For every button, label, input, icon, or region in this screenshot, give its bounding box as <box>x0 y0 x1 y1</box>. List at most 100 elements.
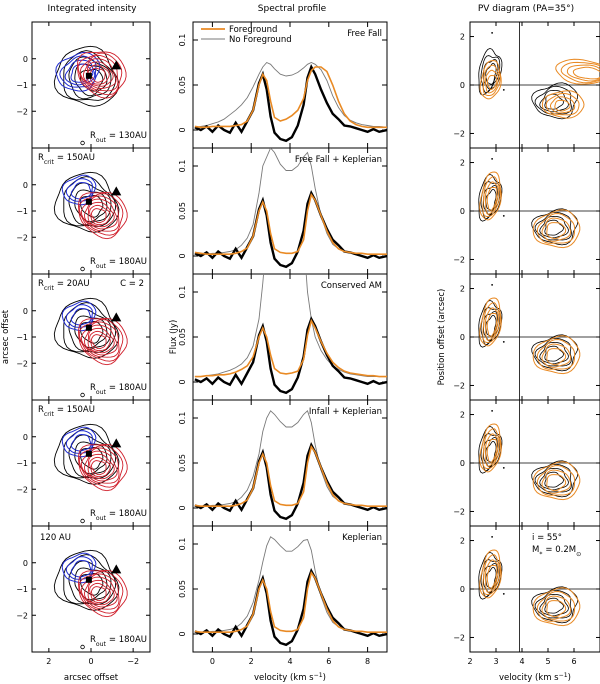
col-title-intensity: Integrated intensity <box>47 4 137 14</box>
pv-observed-contour <box>534 589 572 619</box>
stellar-mass-label: M* = 0.2M⊙ <box>532 545 581 558</box>
ytick-label: −2 <box>16 611 28 620</box>
ytick-label: 0 <box>178 505 187 510</box>
beam-marker <box>80 518 85 524</box>
stellar-mass-label-part: ⊙ <box>576 551 581 558</box>
ytick-label: 0.1 <box>178 538 187 551</box>
rout-label-part: R <box>90 509 96 519</box>
ytick-label: 0.05 <box>178 202 187 220</box>
ytick-label: 0.1 <box>178 286 187 299</box>
ytick-label: 2 <box>460 159 465 168</box>
ytick-label: −1 <box>16 333 28 342</box>
intensity-map: 0 −1 −2 Rout = 130AU <box>16 22 150 148</box>
observed-contour <box>63 50 117 101</box>
pv-model-contour <box>536 590 576 622</box>
rout-label-part: R <box>90 383 96 393</box>
beam-marker <box>80 266 85 272</box>
pv-model-contour <box>486 312 498 338</box>
ytick-label: 0 <box>23 307 28 316</box>
spectrum-xlabel-part: −1 <box>314 672 323 679</box>
pv-model-contour <box>532 209 581 249</box>
pv-contours <box>478 171 581 249</box>
pv-xlabel-part: velocity (km s <box>499 673 559 683</box>
ytick-label: 0.1 <box>178 160 187 173</box>
pv-observed-contour <box>539 89 569 113</box>
pv-model-contour <box>546 600 567 618</box>
pv-diagram: 2 0 −2 <box>453 22 600 148</box>
red-lobe-contour <box>84 576 118 608</box>
ytick-label: 0.05 <box>178 454 187 472</box>
ytick-label: 0 <box>23 559 28 568</box>
bottom-axis-labels: 2 0 −2 0 2 4 6 8 2 3 4 5 6 arcsec offset velocity (km … <box>1 289 577 683</box>
observed-spectrum-line <box>194 190 387 269</box>
ytick-label: 0.05 <box>178 76 187 94</box>
pv-model-contour <box>479 59 502 100</box>
observed-contour <box>53 423 120 485</box>
pv-model-contour <box>546 222 567 240</box>
pv-diagram: 2 0 −2 <box>453 274 600 400</box>
pv-model-contour <box>550 96 576 114</box>
pv-ylabel: Position offset (arcsec) <box>437 289 447 386</box>
ytick-label: 0 <box>460 459 465 468</box>
rcrit-label-part: R <box>38 405 44 415</box>
spectrum-lines <box>194 61 387 143</box>
pv-observed-contour <box>544 597 564 614</box>
pv-contours <box>478 297 581 375</box>
pv-model-contour <box>484 181 500 215</box>
observed-contour <box>53 171 120 233</box>
row-4: 0 −1 −2 Rout = 180AU 120 AU 0 0.05 0.1 Keplerian 2… <box>16 525 600 652</box>
ytick-label: −2 <box>16 233 28 242</box>
spectrum-xtick-label: 4 <box>287 657 292 666</box>
red-lobe-contour <box>78 193 124 236</box>
rcrit-label-part: = 20AU <box>57 279 90 289</box>
intensity-xtick-label: 2 <box>46 657 51 666</box>
ytick-label: −1 <box>16 585 28 594</box>
red-lobe-contour <box>78 319 124 362</box>
rcrit-label: Rcrit = 150AU <box>38 405 95 418</box>
pv-contours <box>478 47 600 120</box>
intensity-xtick-label: 0 <box>88 657 93 666</box>
ytick-label: 0.05 <box>178 580 187 598</box>
rout-label-part: out <box>96 641 107 648</box>
pv-observed-contour <box>544 219 564 236</box>
ytick-label: 2 <box>460 411 465 420</box>
pv-beam-marker <box>502 88 505 91</box>
spectrum: 0 0.05 0.1 Conserved AM <box>178 274 387 400</box>
foreground-line <box>194 570 387 633</box>
observed-contour <box>53 45 120 107</box>
spectrum: 0 0.05 0.1 Free Fall + Keplerian <box>178 148 387 274</box>
pv-observed-contour <box>534 85 572 115</box>
pv-model-contour <box>572 66 600 80</box>
red-lobe-contour <box>84 324 118 356</box>
pv-model-contour <box>482 428 501 469</box>
rout-label: Rout = 130AU <box>90 131 147 144</box>
outflow-triangle-marker <box>111 438 122 448</box>
ytick-label: −2 <box>16 485 28 494</box>
pv-model-contour <box>484 433 500 467</box>
pv-model-contour <box>555 58 600 85</box>
red-lobe-contour <box>78 317 128 366</box>
no-foreground-line <box>194 409 387 507</box>
blue-lobe-contour <box>70 559 92 578</box>
spectrum: 0 0.05 0.1 Keplerian <box>178 526 387 652</box>
model-label: Free Fall + Keplerian <box>295 155 382 165</box>
pv-diagram: 2 0 −2 <box>453 400 600 526</box>
beam-marker <box>80 644 85 650</box>
pv-observed-contour <box>534 463 572 493</box>
ytick-label: −1 <box>16 459 28 468</box>
pv-diagram: 2 0 −2 <box>453 148 600 274</box>
star-marker <box>85 198 92 205</box>
ytick-label: −2 <box>453 255 465 264</box>
rout-label: Rout = 180AU <box>90 635 147 648</box>
rcrit-label: Rcrit = 20AU <box>38 279 90 292</box>
pv-beam-marker <box>491 410 493 412</box>
spectrum-xlabel: velocity (km s−1) <box>254 672 326 684</box>
pv-observed-contour <box>544 345 564 362</box>
pv-xlabel-part: −1 <box>559 672 568 679</box>
red-lobe-contour <box>89 204 111 226</box>
red-lobe-contour <box>91 208 107 224</box>
pv-model-contour <box>546 348 567 366</box>
pv-contours <box>478 423 581 501</box>
